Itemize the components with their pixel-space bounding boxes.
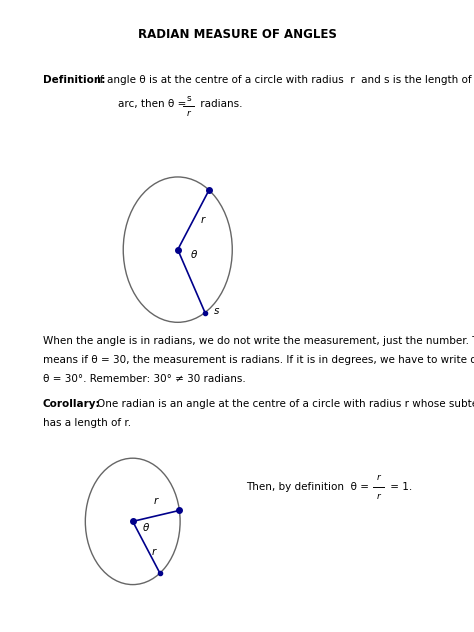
Text: r: r [187,109,191,118]
Text: θ: θ [191,250,197,260]
Text: Definition:: Definition: [43,75,105,85]
Text: arc, then θ =: arc, then θ = [118,99,187,109]
Text: Then, by definition  θ =: Then, by definition θ = [246,482,369,492]
Text: means if θ = 30, the measurement is radians. If it is in degrees, we have to wri: means if θ = 30, the measurement is radi… [43,355,474,365]
Text: has a length of r.: has a length of r. [43,418,131,428]
Text: θ: θ [143,523,149,533]
Text: r: r [201,215,205,225]
Text: One radian is an angle at the centre of a circle with radius r whose subtended a: One radian is an angle at the centre of … [97,399,474,410]
Text: s: s [213,307,219,316]
Text: = 1.: = 1. [387,482,412,492]
Text: r: r [376,473,380,482]
Text: r: r [154,496,158,506]
Text: Corollary:: Corollary: [43,399,100,410]
Text: RADIAN MEASURE OF ANGLES: RADIAN MEASURE OF ANGLES [137,28,337,41]
Text: θ = 30°. Remember: 30° ≠ 30 radians.: θ = 30°. Remember: 30° ≠ 30 radians. [43,374,246,384]
Text: radians.: radians. [197,99,243,109]
Text: r: r [152,547,156,557]
Text: If angle θ is at the centre of a circle with radius  r  and s is the length of s: If angle θ is at the centre of a circle … [97,75,474,85]
Text: r: r [376,492,380,501]
Text: s: s [186,94,191,103]
Text: When the angle is in radians, we do not write the measurement, just the number. : When the angle is in radians, we do not … [43,336,474,346]
